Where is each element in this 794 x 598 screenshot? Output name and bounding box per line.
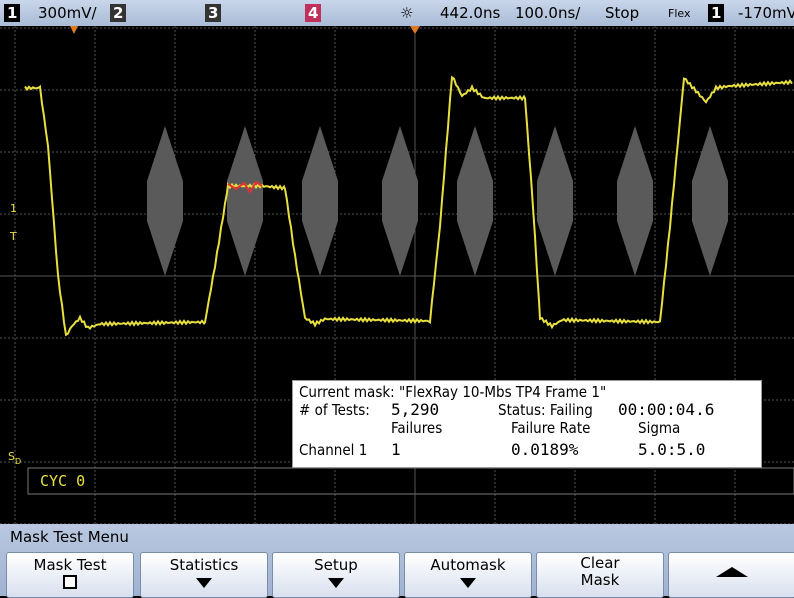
- ch1-label[interactable]: 1: [4, 4, 21, 22]
- mask-polygon: [617, 126, 653, 276]
- softkey-label: Automask: [430, 556, 506, 574]
- current-mask: Current mask: "FlexRay 10-Mbs TP4 Frame …: [299, 383, 607, 401]
- failures-header: Failures: [391, 419, 443, 437]
- mask-polygon: [537, 126, 573, 276]
- softkey[interactable]: Mask Test: [6, 552, 134, 598]
- up-arrow: [716, 567, 748, 577]
- serial-marker-sub: D: [15, 457, 21, 466]
- softkey-label: Clear Mask: [580, 554, 620, 589]
- mask-polygon: [692, 126, 728, 276]
- softkey[interactable]: Clear Mask: [536, 552, 664, 598]
- ch2-label[interactable]: 2: [110, 4, 127, 22]
- failure-rate-header: Failure Rate: [511, 419, 591, 437]
- ch1-marker-top: [70, 26, 78, 34]
- ch3-label[interactable]: 3: [205, 4, 222, 22]
- tests-value: 5,290: [391, 400, 440, 419]
- failure-rate-value: 0.0189%: [511, 440, 579, 459]
- failures-value: 1: [391, 440, 401, 459]
- sigma-value: 5.0:5.0: [638, 440, 706, 459]
- trigger-channel: 1: [708, 4, 725, 22]
- trigger-type: Flex: [668, 7, 691, 20]
- softkey-icon: [460, 578, 476, 588]
- sigma-header: Sigma: [638, 419, 681, 437]
- mask-polygon: [147, 126, 183, 276]
- serial-marker: S: [8, 450, 15, 463]
- serial-decode-lane: [27, 467, 794, 495]
- softkey-icon: [196, 578, 212, 588]
- elapsed-time: 00:00:04.6: [618, 400, 715, 419]
- mask-polygon: [457, 126, 493, 276]
- softkey-icon: [328, 578, 344, 588]
- status-bar: 1 300mV/ 2 3 4 ☼ 442.0ns 100.0ns/ Stop F…: [0, 0, 794, 26]
- mask-polygon: [227, 126, 263, 276]
- tests-label: # of Tests:: [299, 401, 370, 419]
- status: Status: Failing: [498, 401, 593, 419]
- time-scale: 100.0ns/: [515, 4, 581, 22]
- trigger-marker-top: [410, 26, 420, 34]
- down-arrow: [328, 578, 344, 588]
- down-arrow: [460, 578, 476, 588]
- down-arrow: [196, 578, 212, 588]
- softkey[interactable]: [668, 552, 794, 598]
- mask-violation: [227, 180, 263, 194]
- mask-regions: [147, 126, 728, 276]
- checkbox: [63, 575, 77, 589]
- softkey[interactable]: Statistics: [140, 552, 268, 598]
- mask-statistics-panel: Current mask: "FlexRay 10-Mbs TP4 Frame …: [292, 380, 762, 468]
- waveform-area: 1 T S D CYC 0: [0, 26, 794, 524]
- mask-polygon: [302, 126, 338, 276]
- graticule: [0, 26, 794, 524]
- ch1-trace: [24, 75, 793, 337]
- softkey-label: Mask Test: [33, 556, 107, 574]
- softkey-menu: Mask Test Menu Mask Test Statistics Setup A…: [0, 524, 794, 598]
- trigger-level-marker: T: [9, 230, 17, 243]
- menu-title: Mask Test Menu: [10, 528, 129, 546]
- run-state: Stop: [605, 4, 640, 22]
- softkey-icon: [716, 567, 748, 577]
- softkey[interactable]: Setup: [272, 552, 400, 598]
- ch1-scale: 300mV/: [38, 4, 97, 22]
- trigger-level: -170mV: [738, 4, 794, 22]
- trigger-icon: ☼: [400, 4, 414, 22]
- trigger-position: 442.0ns: [440, 4, 501, 22]
- softkey-label: Statistics: [169, 556, 239, 574]
- softkey-label: Setup: [314, 556, 358, 574]
- channel-label: Channel 1: [299, 441, 368, 459]
- ch1-ground-marker: 1: [10, 202, 17, 215]
- softkey[interactable]: Automask: [404, 552, 532, 598]
- ch4-label[interactable]: 4: [305, 4, 322, 22]
- mask-polygon: [382, 126, 418, 276]
- softkey-icon: [63, 575, 77, 589]
- cycle-label: CYC 0: [40, 472, 85, 490]
